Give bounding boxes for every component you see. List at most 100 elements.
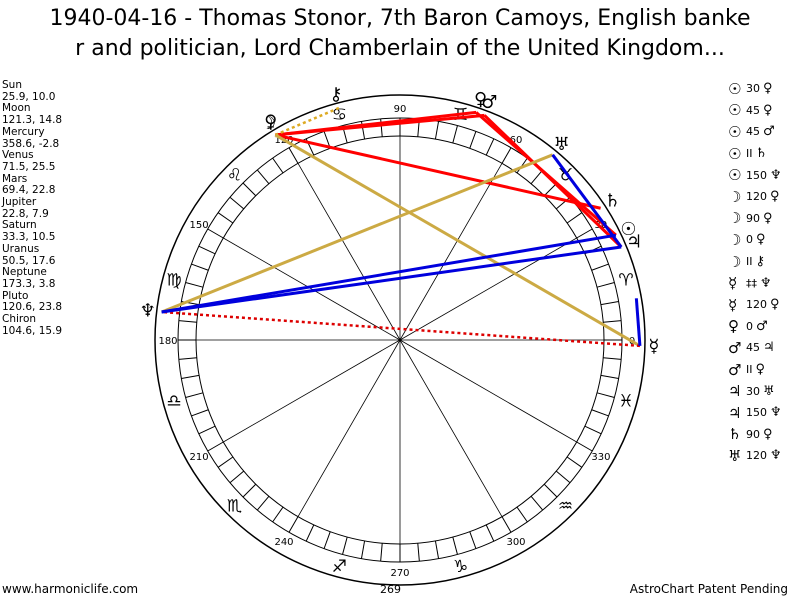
house-spoke — [297, 339, 401, 517]
aspect-planet-b: ♆ — [760, 275, 772, 291]
degree-tick — [530, 169, 544, 185]
planet-glyph: ♅ — [553, 134, 569, 155]
degree-tick — [543, 483, 558, 498]
aspect-planet-a: ♂ — [728, 360, 742, 379]
aspect-angle: 120 — [746, 190, 767, 204]
degree-label: 210 — [190, 452, 209, 463]
house-spoke — [399, 237, 577, 341]
planet-position: 69.4, 22.8 — [2, 184, 56, 197]
degree-tick — [305, 524, 315, 542]
aspect-planet-a: ☽ — [728, 209, 742, 228]
planet-glyphs: ☉☽☿♀♂♃♄♅♆♀⚷ — [140, 84, 660, 357]
zodiac-sign: ♎ — [166, 392, 181, 412]
aspect-planet-b: ♆ — [770, 167, 782, 183]
aspect-angle: 120 — [746, 449, 767, 463]
degree-tick — [242, 182, 257, 197]
planet-name: Saturn — [2, 219, 37, 232]
aspect-planet-b: ♀ — [763, 426, 773, 442]
aspect-line — [161, 233, 617, 314]
degree-tick — [178, 357, 197, 360]
planet-name: Mars — [2, 172, 28, 185]
degree-tick — [591, 409, 609, 417]
aspect-planet-b: ♃ — [763, 340, 775, 356]
zodiac-sign: ♑ — [453, 557, 468, 577]
planet-position: 25.9, 10.0 — [2, 90, 56, 103]
degree-tick — [178, 320, 197, 323]
aspect-angle: 90 — [746, 211, 760, 225]
degree-tick — [596, 392, 615, 398]
degree-tick — [600, 300, 619, 306]
aspect-row: ♅ 120 ♆ — [728, 445, 800, 467]
degree-tick — [217, 456, 234, 468]
aspect-planet-b: ♅ — [763, 383, 775, 399]
aspect-planet-a: ☉ — [728, 144, 742, 163]
aspect-planet-a: ☽ — [728, 187, 742, 206]
aspect-angle: ‡‡ — [746, 276, 757, 290]
planet-glyph: ♂ — [481, 92, 497, 113]
zodiac-sign: ♓ — [618, 392, 633, 412]
degree-tick — [272, 506, 284, 523]
aspect-row: ♀ 0 ♂ — [728, 316, 800, 338]
degree-tick — [584, 425, 602, 435]
degree-label: 150 — [190, 220, 209, 231]
planet-glyph: ⚷ — [329, 84, 342, 105]
aspect-row: ♃ 30 ♅ — [728, 380, 800, 402]
degree-tick — [417, 543, 420, 562]
degree-tick — [485, 138, 495, 156]
house-spoke — [223, 237, 401, 341]
aspect-planet-a: ☉ — [728, 101, 742, 120]
patent-notice: AstroChart Patent Pending — [629, 582, 788, 596]
aspect-planet-a: ☽ — [728, 252, 742, 271]
degree-tick — [342, 536, 348, 555]
degree-tick — [452, 125, 458, 144]
degree-tick — [555, 196, 571, 210]
zodiac-sign: ♋ — [332, 105, 347, 125]
aspect-planet-a: ♃ — [728, 403, 742, 422]
planet-name: Jupiter — [2, 196, 37, 209]
degree-ticks — [178, 118, 622, 562]
degree-tick — [207, 228, 224, 239]
zodiac-sign: ♐ — [332, 557, 347, 577]
aspect-row: ♄ 90 ♀ — [728, 424, 800, 446]
aspect-planet-a: ♂ — [728, 338, 742, 357]
aspect-list: ☉ 30 ♀ ☉ 45 ♀ ☉ 45 ♂ ☉ II ♄ ☉ 150 ♆ ☽ 120 ♀ ☽ 90 ♀ ☽ 0 ♀… — [728, 78, 800, 467]
degree-tick — [181, 374, 200, 380]
chart-title-line-2: r and politician, Lord Chamberlain of th… — [75, 36, 725, 61]
degree-tick — [198, 245, 216, 255]
aspect-planet-b: ♀ — [770, 189, 780, 205]
aspect-planet-b: ♀ — [756, 232, 766, 248]
aspect-line — [274, 133, 601, 210]
planet-position: 104.6, 15.9 — [2, 324, 63, 337]
aspect-planet-a: ♀ — [728, 317, 739, 336]
zodiac-sign: ♒ — [558, 496, 573, 516]
degree-tick — [229, 196, 245, 210]
aspect-planet-a: ☉ — [728, 79, 742, 98]
aspect-row: ☉ 45 ♀ — [728, 100, 800, 122]
planet-position: 33.3, 10.5 — [2, 231, 56, 244]
aspect-angle: II — [746, 363, 753, 377]
degree-tick — [576, 441, 593, 452]
planet-glyph: ☽ — [260, 113, 276, 134]
planet-glyph: ☿ — [648, 336, 659, 357]
zodiac-sign: ♈ — [618, 270, 633, 290]
degree-label: 240 — [274, 537, 293, 548]
planet-glyph: ♀ — [474, 89, 487, 110]
house-spoke — [399, 339, 503, 517]
outer-circle — [154, 94, 646, 586]
aspect-row: ☿ ‡‡ ♆ — [728, 272, 800, 294]
planet-position-list: Sun 25.9, 10.0 Moon 121.3, 14.8 Mercury … — [2, 79, 63, 337]
zodiac-sign: ♉ — [558, 166, 573, 186]
chart-title-line-1: 1940-04-16 - Thomas Stonor, 7th Baron Ca… — [49, 6, 751, 31]
aspect-planet-b: ♂ — [756, 318, 768, 334]
aspect-line — [161, 310, 641, 348]
degree-tick — [323, 131, 331, 149]
zodiac-signs: ♈♉♊♋♌♍♎♏♐♑♒♓ — [166, 105, 633, 577]
planet-position: 120.6, 23.8 — [2, 301, 63, 314]
degree-tick — [288, 147, 299, 164]
aspect-angle: 150 — [746, 168, 767, 182]
aspect-line — [551, 153, 623, 248]
aspect-planet-b: ♀ — [763, 81, 773, 97]
aspect-line — [275, 113, 485, 137]
aspect-planet-b: ♂ — [763, 124, 775, 140]
aspect-angle: 0 — [746, 233, 753, 247]
